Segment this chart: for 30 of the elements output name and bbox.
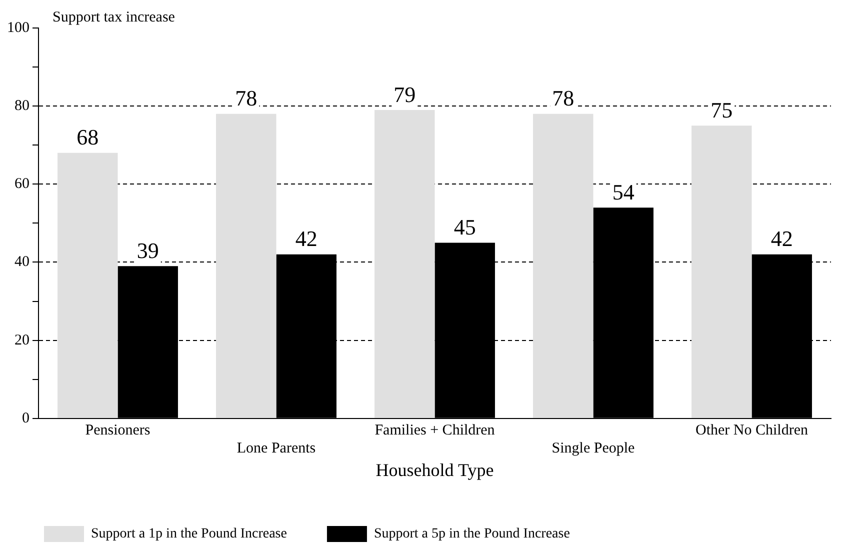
bar xyxy=(374,110,435,418)
bar xyxy=(533,114,594,418)
bar xyxy=(58,152,118,418)
legend-label: Support a 1p in the Pound Increase xyxy=(91,526,287,542)
x-tick-label: Pensioners xyxy=(85,422,150,438)
y-tick-label: 20 xyxy=(14,332,30,348)
x-tick-label: Families + Children xyxy=(374,422,496,438)
data-label: 54 xyxy=(612,179,634,204)
y-tick-label: 0 xyxy=(22,410,30,426)
y-tick-label: 100 xyxy=(7,20,30,36)
data-label: 78 xyxy=(235,86,258,111)
x-tick-label: Single People xyxy=(552,440,636,456)
data-label: 78 xyxy=(552,86,574,111)
y-tick-label: 60 xyxy=(14,176,30,192)
data-label: 45 xyxy=(454,214,476,240)
legend-label: Support a 5p in the Pound Increase xyxy=(374,526,570,542)
data-label: 68 xyxy=(76,124,99,150)
y-tick-label: 80 xyxy=(14,98,30,114)
data-label: 42 xyxy=(295,226,318,252)
data-label: 39 xyxy=(136,238,159,263)
x-axis-title: Household Type xyxy=(376,460,494,480)
data-label: 79 xyxy=(394,82,416,107)
y-tick-label: 40 xyxy=(14,254,30,270)
x-tick-label: Lone Parents xyxy=(236,440,316,456)
bar xyxy=(216,114,276,418)
x-tick-label: Other No Children xyxy=(696,422,808,438)
y-axis-title: Support tax increase xyxy=(52,9,176,26)
data-label: 42 xyxy=(770,226,793,252)
bar xyxy=(692,126,752,418)
data-label: 75 xyxy=(710,97,733,122)
